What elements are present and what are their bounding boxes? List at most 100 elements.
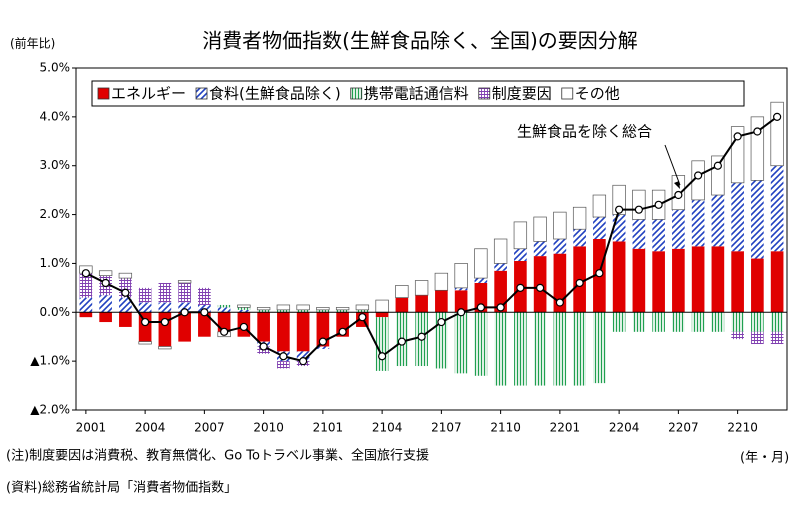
bar-segment — [573, 312, 586, 386]
bar-segment — [99, 312, 112, 323]
bar-segment — [375, 317, 389, 371]
bar-segment — [138, 341, 152, 345]
bar-segment — [454, 263, 468, 289]
bar-segment — [691, 312, 705, 332]
bar-segment — [514, 248, 527, 261]
bar-segment — [415, 295, 428, 313]
y-tick-label: 0.0% — [40, 305, 71, 319]
legend-label: 制度要因 — [492, 85, 552, 103]
total-point — [575, 278, 584, 288]
bar-segment — [237, 307, 251, 310]
bar-segment — [375, 299, 389, 313]
bar-segment — [474, 312, 488, 376]
bar-segment — [316, 312, 330, 347]
bar-segment — [158, 302, 172, 313]
bar-segment — [178, 302, 191, 313]
bar-segment — [751, 331, 764, 345]
total-point — [654, 200, 663, 209]
y-tick-label: 5.0% — [40, 61, 71, 75]
bar-segment — [553, 211, 567, 240]
bar-segment — [711, 312, 725, 332]
y-tick-label: ▲2.0% — [30, 403, 70, 417]
total-point — [713, 161, 722, 170]
total-point — [141, 317, 150, 327]
bar-segment — [277, 312, 290, 352]
total-point — [160, 317, 169, 327]
bar-segment — [593, 312, 606, 384]
bar-segment — [454, 312, 468, 374]
bar-segment — [158, 346, 172, 350]
bar-segment — [731, 182, 744, 252]
total-point — [358, 313, 367, 322]
bar-segment — [751, 312, 764, 332]
total-point — [634, 205, 643, 214]
total-point — [121, 288, 130, 297]
bar-segment — [158, 282, 172, 303]
bar-segment — [672, 209, 685, 249]
bar-segment — [513, 221, 528, 250]
bar-segment — [178, 312, 191, 342]
bar-segment — [79, 297, 93, 313]
total-point — [595, 269, 604, 278]
bar-segment — [750, 116, 765, 181]
bar-segment — [138, 302, 152, 313]
bar-segment — [514, 312, 527, 386]
total-point — [516, 283, 525, 292]
bar-segment — [731, 251, 744, 313]
bar-segment — [138, 287, 152, 303]
x-axis-label: (年・月) — [740, 451, 789, 466]
bar-segment — [119, 297, 132, 313]
legend-label: 携帯電話通信料 — [364, 85, 469, 103]
bar-segment — [632, 248, 646, 313]
total-point — [615, 205, 624, 214]
bar-segment — [573, 229, 586, 247]
bar-segment — [316, 309, 330, 313]
total-point — [101, 278, 110, 288]
bar-segment — [652, 219, 665, 252]
bar-segment — [474, 248, 488, 279]
bar-segment — [672, 248, 685, 313]
bar-segment — [119, 312, 132, 327]
bar-segment — [356, 309, 369, 313]
bar-segment — [158, 312, 172, 347]
total-point — [536, 283, 545, 292]
bar-segment — [395, 285, 409, 298]
bar-segment — [435, 290, 448, 313]
bar-segment — [296, 351, 310, 362]
bar-segment — [612, 241, 626, 313]
bar-segment — [770, 101, 784, 167]
bar-segment — [434, 272, 449, 291]
bar-segment — [395, 297, 409, 313]
total-point — [378, 352, 387, 361]
total-point — [417, 332, 426, 341]
bar-segment — [572, 206, 587, 230]
bar-segment — [257, 312, 270, 342]
bar-segment — [79, 312, 93, 318]
total-point — [733, 132, 742, 141]
bar-segment — [177, 280, 192, 284]
bar-segment — [435, 312, 448, 369]
x-tick-label: 2204 — [609, 421, 640, 435]
bar-segment — [691, 199, 705, 247]
total-point — [437, 317, 446, 327]
bar-segment — [198, 312, 211, 337]
bar-segment — [198, 287, 211, 305]
bar-segment — [612, 312, 626, 332]
bar-segment — [237, 309, 251, 313]
arrow-head — [674, 181, 680, 190]
legend-swatch — [350, 87, 363, 100]
plot-frame — [75, 67, 788, 411]
bar-segment — [118, 272, 133, 279]
bar-segment — [217, 312, 231, 332]
total-point — [753, 127, 762, 136]
total-point — [476, 303, 485, 312]
total-point — [299, 357, 308, 366]
bar-segment — [336, 309, 349, 313]
bar-segment — [256, 307, 271, 311]
total-point — [555, 298, 564, 307]
x-tick-label: 2104 — [372, 421, 403, 435]
bar-segment — [612, 214, 626, 242]
bar-segment — [454, 287, 468, 291]
legend-swatch — [561, 87, 574, 100]
